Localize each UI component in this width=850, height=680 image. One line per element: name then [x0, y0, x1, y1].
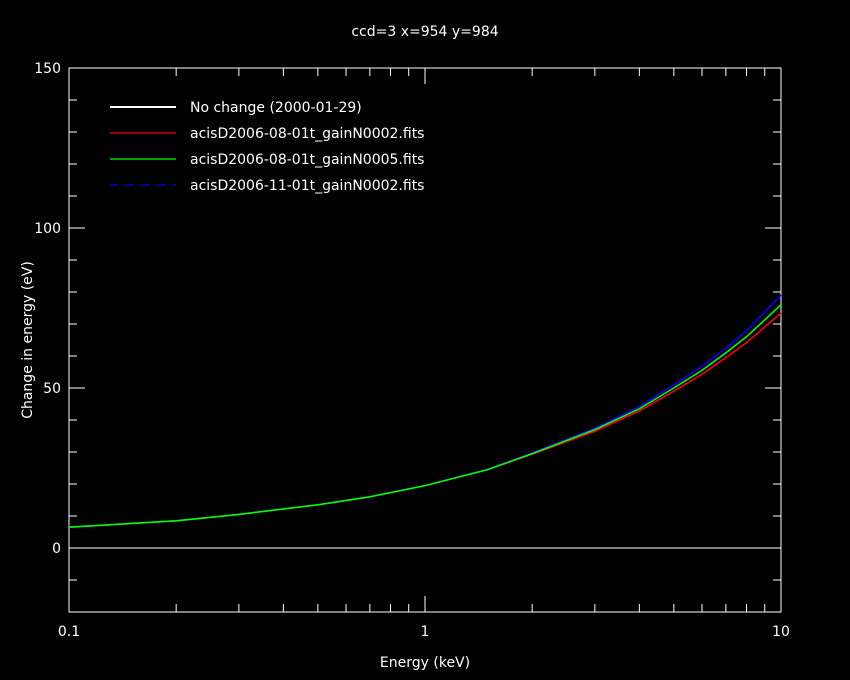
- x-axis-label: Energy (keV): [380, 655, 470, 671]
- x-tick-label: 10: [772, 624, 790, 640]
- plot-frame: [68, 67, 782, 613]
- x-tick-label: 1: [421, 624, 430, 640]
- y-axis-label: Change in energy (eV): [20, 261, 36, 419]
- legend-label-2: acisD2006-08-01t_gainN0005.fits: [190, 152, 424, 168]
- x-tick-label: 0.1: [58, 624, 80, 640]
- series-line-1: [68, 312, 782, 528]
- series-line-3: [68, 294, 782, 528]
- legend-label-0: No change (2000-01-29): [190, 100, 362, 116]
- y-tick-label: 50: [43, 381, 61, 397]
- legend-label-3: acisD2006-11-01t_gainN0002.fits: [190, 178, 424, 194]
- series-line-2: [68, 304, 782, 528]
- y-tick-label: 0: [52, 541, 61, 557]
- y-tick-label: 150: [34, 61, 61, 77]
- chart-title: ccd=3 x=954 y=984: [351, 24, 498, 40]
- y-tick-label: 100: [34, 221, 61, 237]
- legend-label-1: acisD2006-08-01t_gainN0002.fits: [190, 126, 424, 142]
